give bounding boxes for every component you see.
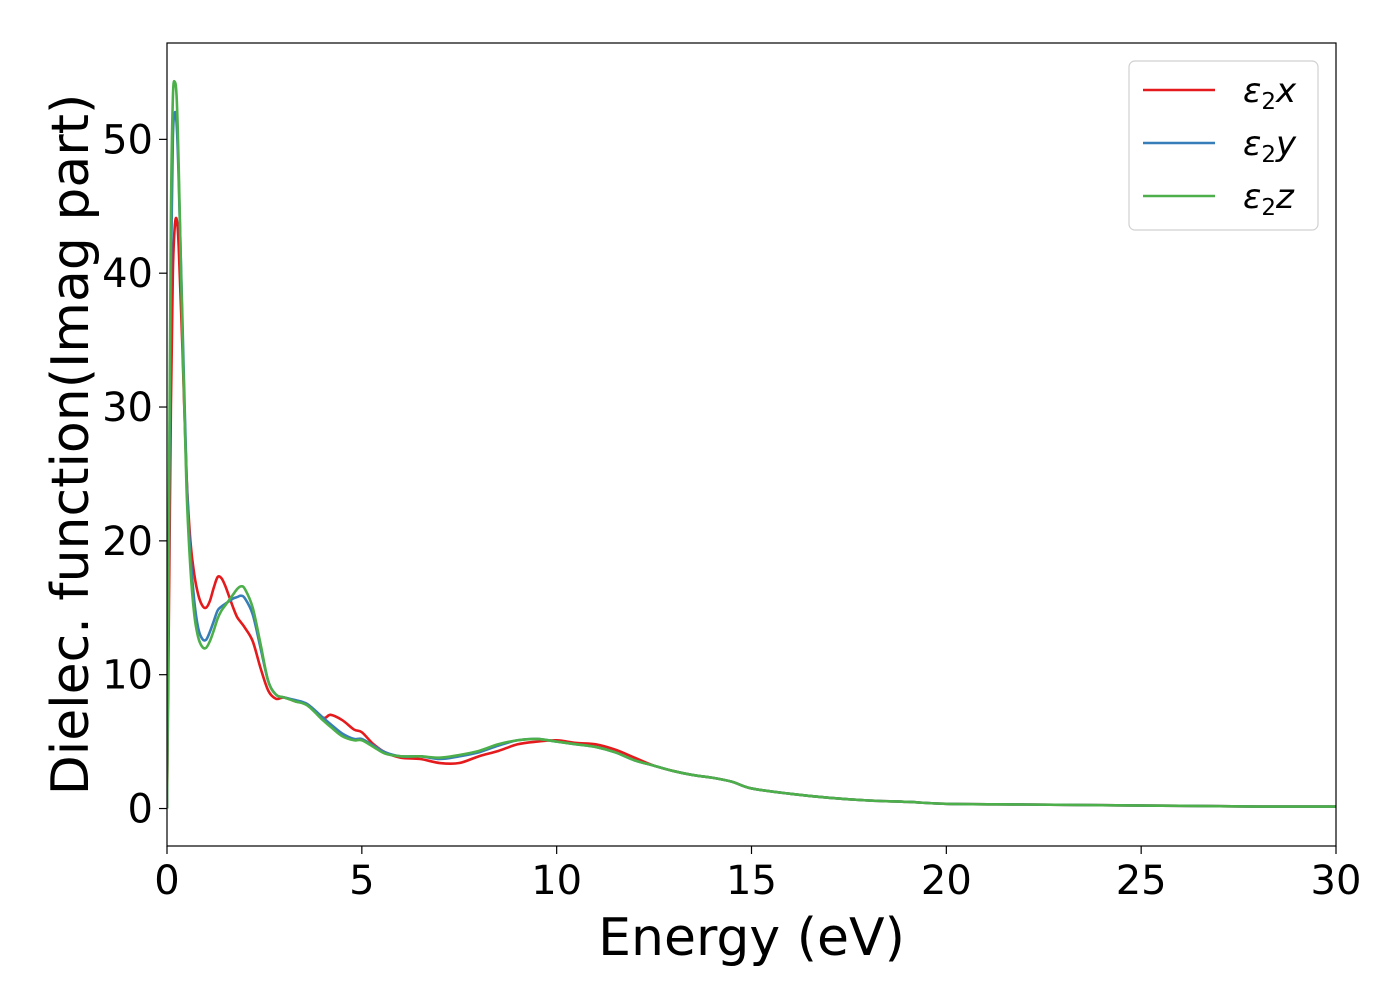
x-tick-label: 25 bbox=[1116, 858, 1167, 904]
x-axis-ticks: 0 5 10 15 20 25 30 bbox=[154, 846, 1361, 904]
y-tick-label: 50 bbox=[102, 117, 153, 163]
y-tick-label: 0 bbox=[128, 787, 153, 833]
series-line-z bbox=[167, 79, 1336, 809]
x-tick-label: 20 bbox=[921, 858, 972, 904]
y-tick-label: 40 bbox=[102, 251, 153, 297]
y-axis-ticks: 0 10 20 30 40 50 bbox=[102, 117, 167, 833]
legend-label-y: ε2y bbox=[1243, 124, 1297, 168]
x-tick-label: 0 bbox=[154, 858, 179, 904]
series-line-x bbox=[167, 216, 1336, 809]
series-layer bbox=[167, 79, 1336, 809]
legend-label-x: ε2x bbox=[1243, 71, 1297, 115]
x-axis-label: Energy (eV) bbox=[598, 908, 905, 968]
y-tick-label: 10 bbox=[102, 653, 153, 699]
x-tick-label: 30 bbox=[1311, 858, 1362, 904]
legend-label-z: ε2z bbox=[1243, 177, 1295, 221]
y-tick-label: 20 bbox=[102, 519, 153, 565]
x-tick-label: 5 bbox=[349, 858, 374, 904]
legend-box bbox=[1128, 60, 1319, 231]
x-tick-label: 15 bbox=[726, 858, 777, 904]
x-tick-label: 10 bbox=[531, 858, 582, 904]
y-axis-label: Dielec. function(Imag part) bbox=[41, 94, 101, 796]
y-tick-label: 30 bbox=[102, 385, 153, 431]
legend: ε2x ε2y ε2z bbox=[1128, 60, 1319, 231]
